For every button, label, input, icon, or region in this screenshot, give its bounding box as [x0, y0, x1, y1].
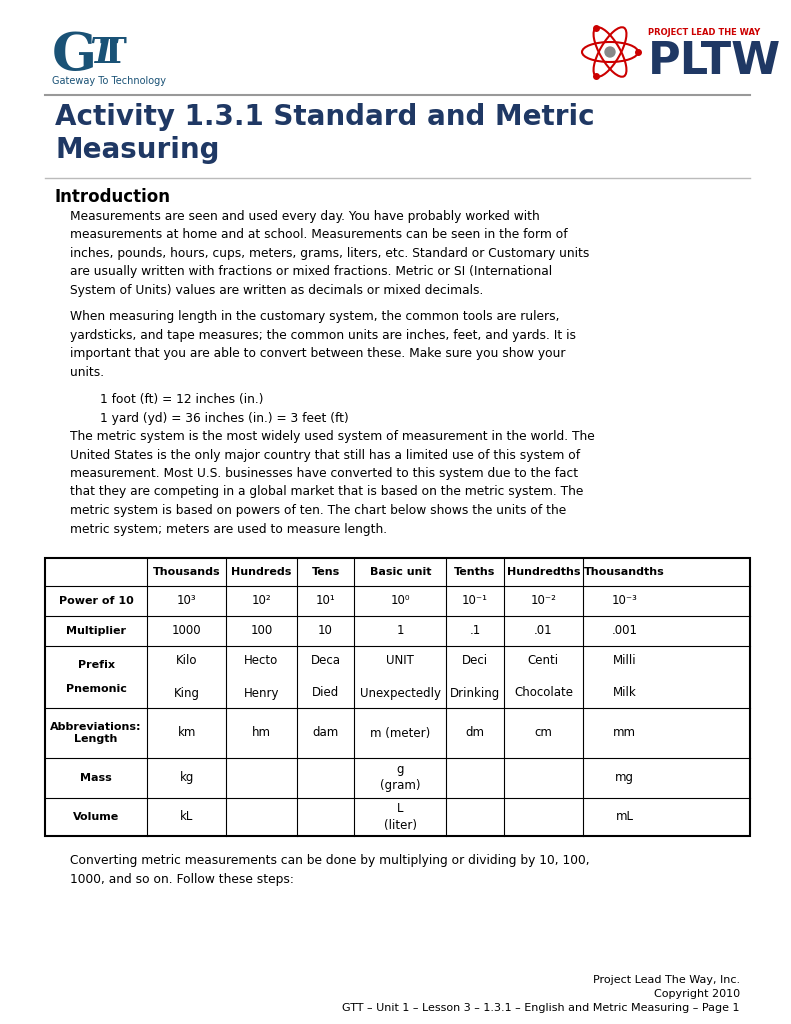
Text: G: G: [52, 30, 97, 81]
Text: Project Lead The Way, Inc.
Copyright 2010
GTT – Unit 1 – Lesson 3 – 1.3.1 – Engl: Project Lead The Way, Inc. Copyright 201…: [343, 975, 740, 1013]
Text: Activity 1.3.1 Standard and Metric
Measuring: Activity 1.3.1 Standard and Metric Measu…: [55, 103, 595, 165]
Text: Multiplier: Multiplier: [66, 626, 126, 636]
Text: 10⁻¹: 10⁻¹: [462, 595, 488, 607]
Text: kg: kg: [180, 771, 194, 784]
Text: 10¹: 10¹: [316, 595, 335, 607]
Text: Hecto

Henry: Hecto Henry: [244, 654, 279, 699]
Text: mg: mg: [615, 771, 634, 784]
Text: Thousands: Thousands: [153, 567, 221, 577]
Text: Kilo

King: Kilo King: [174, 654, 199, 699]
Text: Introduction: Introduction: [55, 188, 171, 206]
Text: m (meter): m (meter): [370, 726, 430, 739]
Text: mm: mm: [613, 726, 636, 739]
Text: Milli

Milk: Milli Milk: [613, 654, 637, 699]
Text: 10: 10: [318, 625, 333, 638]
Text: PLTW: PLTW: [648, 40, 782, 83]
Text: Gateway To Technology: Gateway To Technology: [52, 76, 166, 86]
Text: Tens: Tens: [312, 567, 339, 577]
Text: PROJECT LEAD THE WAY: PROJECT LEAD THE WAY: [648, 28, 760, 37]
Text: Deca

Died: Deca Died: [311, 654, 341, 699]
Text: Deci

Drinking: Deci Drinking: [450, 654, 500, 699]
Text: 10³: 10³: [177, 595, 196, 607]
Text: 1000: 1000: [172, 625, 202, 638]
Text: Hundredths: Hundredths: [507, 567, 580, 577]
Text: 10⁰: 10⁰: [391, 595, 410, 607]
Text: cm: cm: [535, 726, 552, 739]
Text: 10⁻³: 10⁻³: [611, 595, 638, 607]
Text: 1: 1: [396, 625, 404, 638]
Text: When measuring length in the customary system, the common tools are rulers,
yard: When measuring length in the customary s…: [70, 310, 576, 379]
Text: Converting metric measurements can be done by multiplying or dividing by 10, 100: Converting metric measurements can be do…: [70, 854, 589, 886]
Text: 10²: 10²: [252, 595, 271, 607]
Text: 1 foot (ft) = 12 inches (in.)
1 yard (yd) = 36 inches (in.) = 3 feet (ft): 1 foot (ft) = 12 inches (in.) 1 yard (yd…: [100, 393, 349, 425]
Text: dam: dam: [312, 726, 339, 739]
Text: kL: kL: [180, 811, 193, 823]
Text: .1: .1: [469, 625, 481, 638]
Bar: [45, 558, 750, 836]
Text: .01: .01: [534, 625, 553, 638]
Text: T: T: [100, 36, 127, 70]
Text: T: T: [89, 36, 115, 70]
Text: Hundreds: Hundreds: [231, 567, 292, 577]
Text: Thousandths: Thousandths: [584, 567, 665, 577]
Text: km: km: [177, 726, 196, 739]
Text: The metric system is the most widely used system of measurement in the world. Th: The metric system is the most widely use…: [70, 430, 595, 536]
Text: Tenths: Tenths: [454, 567, 496, 577]
Text: 100: 100: [250, 625, 273, 638]
Text: Basic unit: Basic unit: [369, 567, 431, 577]
Text: UNIT

Unexpectedly: UNIT Unexpectedly: [360, 654, 441, 699]
Text: mL: mL: [615, 811, 634, 823]
Text: Power of 10: Power of 10: [59, 596, 134, 606]
Circle shape: [605, 47, 615, 57]
Text: Prefix

Pnemonic: Prefix Pnemonic: [66, 659, 127, 694]
Text: Centi

Chocolate: Centi Chocolate: [514, 654, 573, 699]
Text: Measurements are seen and used every day. You have probably worked with
measurem: Measurements are seen and used every day…: [70, 210, 589, 297]
Text: 10⁻²: 10⁻²: [531, 595, 556, 607]
Text: L
(liter): L (liter): [384, 803, 417, 831]
Text: Mass: Mass: [80, 773, 112, 783]
Text: .001: .001: [611, 625, 638, 638]
Text: Abbreviations:
Length: Abbreviations: Length: [51, 722, 142, 744]
Text: hm: hm: [252, 726, 271, 739]
Text: Volume: Volume: [73, 812, 119, 822]
Text: dm: dm: [466, 726, 485, 739]
Text: g
(gram): g (gram): [380, 764, 421, 793]
